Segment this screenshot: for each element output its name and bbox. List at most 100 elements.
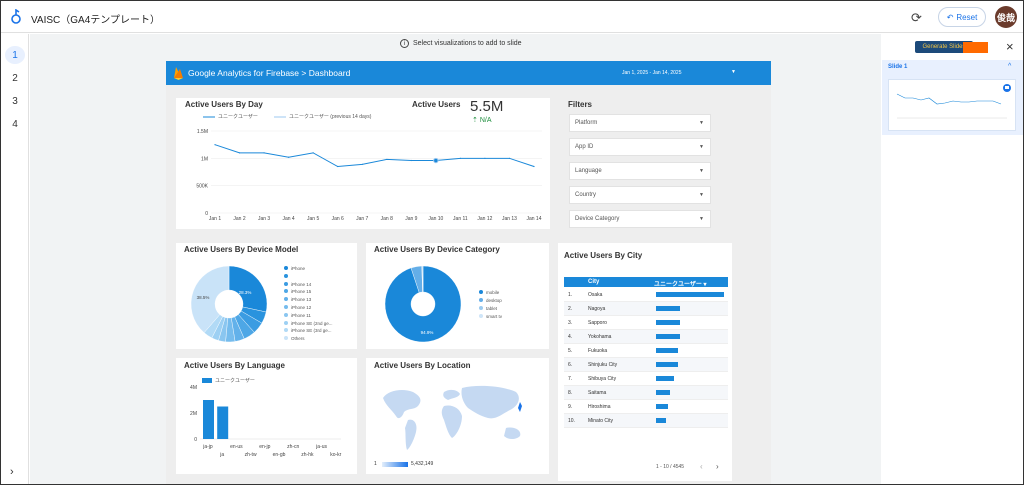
data-point xyxy=(433,157,439,164)
data-point xyxy=(263,152,265,154)
legend-current-swatch xyxy=(203,116,215,118)
row-bar xyxy=(656,362,679,367)
avatar[interactable]: 俊哉 xyxy=(995,6,1017,28)
active-users-kpi-delta: ⇡ N/A xyxy=(472,116,491,124)
expand-rail-icon[interactable]: › xyxy=(10,466,14,478)
filter-app-id-label: App ID xyxy=(575,144,594,150)
filter-country[interactable]: Country ▼ xyxy=(569,186,711,204)
x-tick-label: Jan 14 xyxy=(526,216,541,222)
row-rank: 3. xyxy=(568,320,573,326)
x-tick-label: ja-us xyxy=(315,444,327,450)
orange-annotation-mark xyxy=(963,42,988,53)
slide-number-2[interactable]: 2 xyxy=(12,72,18,84)
table-row[interactable]: 5. Fukuoka xyxy=(564,344,728,358)
city-table-card[interactable]: Active Users By City City ユニークユーザー ▾ 1. O… xyxy=(558,243,732,481)
active-users-kpi-value: 5.5M xyxy=(470,98,504,115)
filter-device-category[interactable]: Device Category ▼ xyxy=(569,210,711,228)
map-color-scale xyxy=(382,462,408,467)
canvas-hint-text: Select visualizations to add to slide xyxy=(413,40,522,47)
device-category-card[interactable]: Active Users By Device Category 94.9% mo… xyxy=(366,243,549,349)
legend-label: tablet xyxy=(486,306,498,311)
table-row[interactable]: 8. Saitama xyxy=(564,386,728,400)
row-bar xyxy=(656,334,680,339)
kpi-delta-text: N/A xyxy=(479,117,492,124)
legend-dot xyxy=(284,289,288,294)
side-panel: Generate Slides × Slide 1 ^ xyxy=(882,34,1023,484)
world-map[interactable] xyxy=(378,378,538,456)
data-point xyxy=(312,152,314,154)
reset-button[interactable]: ↶ Reset xyxy=(938,7,986,27)
table-row[interactable]: 9. Hiroshima xyxy=(564,400,728,414)
legend-label: mobile xyxy=(486,290,500,295)
row-city: Minato City xyxy=(588,418,614,424)
filter-country-label: Country xyxy=(575,192,597,198)
filter-platform[interactable]: Platform ▼ xyxy=(569,114,711,132)
legend-dot xyxy=(284,297,288,302)
row-city: Yokohama xyxy=(588,334,612,340)
slide-number-4[interactable]: 4 xyxy=(12,118,18,130)
city-table-header: City ユニークユーザー ▾ xyxy=(564,277,728,288)
filters-title: Filters xyxy=(568,100,593,109)
legend-dot xyxy=(479,298,483,302)
active-users-by-day-card[interactable]: Active Users By Day ユニークユーザー ユニークユーザー (p… xyxy=(176,98,550,229)
filter-app-id[interactable]: App ID ▼ xyxy=(569,138,711,156)
refresh-icon[interactable]: ⟳ xyxy=(911,10,922,25)
date-range[interactable]: Jan 1, 2025 - Jan 14, 2025 xyxy=(622,70,682,76)
slide-card[interactable]: Slide 1 ^ xyxy=(882,60,1023,135)
x-tick-label: Jan 4 xyxy=(282,216,294,222)
x-tick-label: ja xyxy=(219,452,224,458)
x-tick-label: ko-kr xyxy=(330,452,341,458)
x-tick-label: zh-tw xyxy=(245,452,257,458)
city-table-title: Active Users By City xyxy=(564,251,643,260)
slide-number-1[interactable]: 1 xyxy=(5,46,25,64)
close-icon[interactable]: × xyxy=(1006,39,1014,54)
language-card[interactable]: Active Users By Language ユニークユーザー 4M 2M 0 j… xyxy=(176,358,357,474)
y-tick-label: 0 xyxy=(205,211,208,217)
slide-number-3[interactable]: 3 xyxy=(12,95,18,107)
location-card[interactable]: Active Users By Location 1 5,432,149 xyxy=(366,358,549,474)
legend-label: iPhone 11 xyxy=(291,312,311,318)
row-rank: 7. xyxy=(568,376,573,382)
filter-language[interactable]: Language ▼ xyxy=(569,162,711,180)
date-range-caret-icon[interactable]: ▼ xyxy=(731,69,736,75)
report-dashboard: Google Analytics for Firebase > Dashboar… xyxy=(166,61,771,484)
city-column-header[interactable]: City xyxy=(588,279,600,285)
legend-label: iPhone xyxy=(291,266,306,271)
table-row[interactable]: 2. Nagoya xyxy=(564,302,728,316)
next-page-icon[interactable]: › xyxy=(716,462,719,471)
metric-column-header[interactable]: ユニークユーザー ▾ xyxy=(654,282,707,288)
prev-page-icon[interactable]: ‹ xyxy=(700,462,703,471)
row-city: Sapporo xyxy=(588,320,607,326)
undo-icon: ↶ xyxy=(946,12,954,22)
table-row[interactable]: 7. Shibuya City xyxy=(564,372,728,386)
legend-previous-swatch xyxy=(274,116,286,118)
legend-dot xyxy=(479,306,483,310)
table-row[interactable]: 6. Shinjuku City xyxy=(564,358,728,372)
slide-thumbnail[interactable] xyxy=(888,79,1016,131)
table-row[interactable]: 3. Sapporo xyxy=(564,316,728,330)
data-point xyxy=(410,159,412,162)
row-rank: 4. xyxy=(568,334,573,340)
firebase-icon xyxy=(174,67,183,80)
x-tick-label: zh-cn xyxy=(287,444,299,450)
device-model-legend-item: Others xyxy=(284,336,305,341)
y-tick-label: 1.5M xyxy=(197,129,208,135)
table-row[interactable]: 10. Minato City xyxy=(564,414,728,428)
legend-dot xyxy=(284,336,288,341)
device-model-card[interactable]: Active Users By Device Model 28.3% 38.5% … xyxy=(176,243,357,349)
device-category-legend-item: desktop xyxy=(479,298,502,303)
legend-label: iPhone 14 xyxy=(291,281,312,287)
x-tick-label: Jan 7 xyxy=(356,216,368,222)
chevron-up-icon[interactable]: ^ xyxy=(1008,63,1012,70)
table-row[interactable]: 4. Yokohama xyxy=(564,330,728,344)
device-category-legend-item: tablet xyxy=(479,306,497,311)
y-tick-label: 2M xyxy=(190,411,197,417)
device-model-slice-label: 28.3% xyxy=(239,290,252,295)
map-scale-max: 5,432,149 xyxy=(411,461,434,467)
generate-slides-button[interactable]: Generate Slides xyxy=(915,41,973,53)
device-model-title: Active Users By Device Model xyxy=(184,245,299,254)
map-scale-min: 1 xyxy=(374,461,377,467)
table-row[interactable]: 1. Osaka xyxy=(564,288,728,302)
slide-label: Slide 1 xyxy=(888,64,908,70)
row-rank: 6. xyxy=(568,362,573,368)
